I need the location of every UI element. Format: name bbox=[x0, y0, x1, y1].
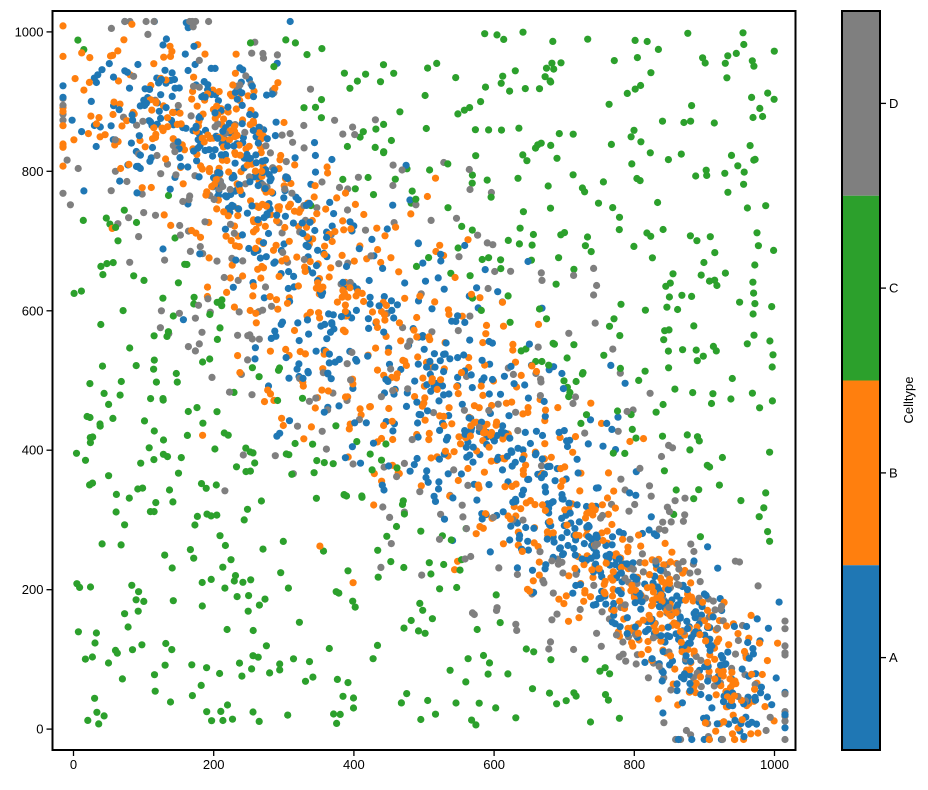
svg-text:600: 600 bbox=[22, 303, 44, 318]
svg-text:0: 0 bbox=[36, 722, 43, 737]
svg-text:A: A bbox=[889, 650, 898, 665]
svg-text:1000: 1000 bbox=[15, 24, 44, 39]
svg-text:200: 200 bbox=[22, 582, 44, 597]
svg-text:1000: 1000 bbox=[760, 757, 789, 772]
svg-text:200: 200 bbox=[203, 757, 225, 772]
svg-text:D: D bbox=[889, 96, 898, 111]
svg-text:800: 800 bbox=[22, 164, 44, 179]
svg-text:600: 600 bbox=[483, 757, 505, 772]
svg-text:400: 400 bbox=[343, 757, 365, 772]
svg-text:Celltype: Celltype bbox=[901, 377, 916, 424]
svg-text:400: 400 bbox=[22, 443, 44, 458]
svg-text:B: B bbox=[889, 465, 898, 480]
svg-text:0: 0 bbox=[70, 757, 77, 772]
svg-text:800: 800 bbox=[623, 757, 645, 772]
svg-text:C: C bbox=[889, 281, 898, 296]
